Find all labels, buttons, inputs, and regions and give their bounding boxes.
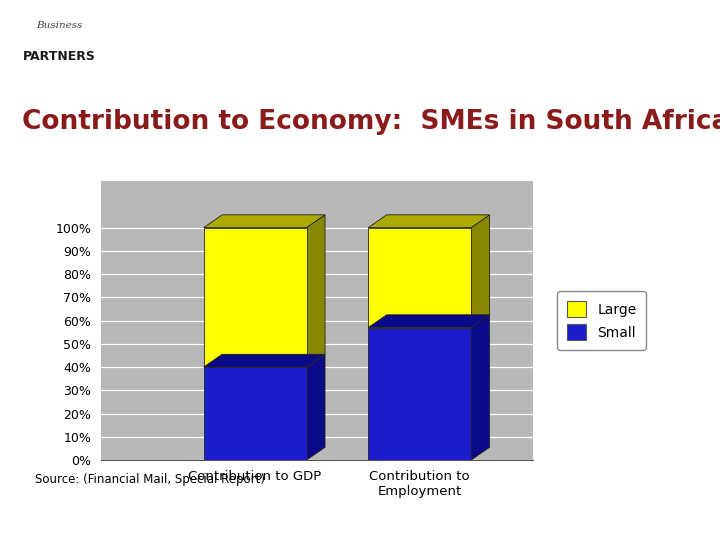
Polygon shape [471, 315, 490, 460]
Polygon shape [368, 215, 490, 228]
Bar [368, 328, 471, 460]
Polygon shape [307, 215, 325, 367]
Bar [368, 228, 471, 328]
Polygon shape [204, 354, 325, 367]
Polygon shape [307, 354, 325, 460]
Text: Source: (Financial Mail, Special Report): Source: (Financial Mail, Special Report) [35, 472, 265, 485]
Bar [204, 367, 307, 460]
Text: Contribution to Economy:  SMEs in South Africa: Contribution to Economy: SMEs in South A… [22, 109, 720, 136]
Legend: Large, Small: Large, Small [557, 292, 647, 350]
Text: Business: Business [36, 21, 83, 30]
Polygon shape [204, 215, 325, 228]
Bar [204, 228, 307, 367]
Text: Investing in Entrepreneurs: Investing in Entrepreneurs [451, 33, 698, 51]
Polygon shape [471, 215, 490, 328]
Text: PARTNERS: PARTNERS [23, 50, 96, 63]
Polygon shape [368, 315, 490, 328]
